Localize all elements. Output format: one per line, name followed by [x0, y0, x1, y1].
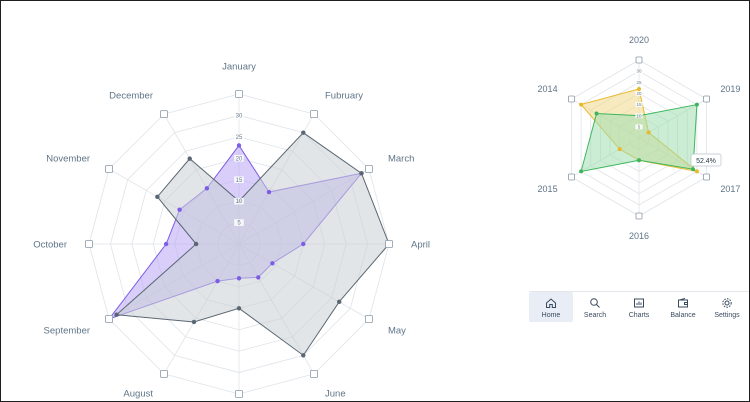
data-point — [595, 111, 599, 115]
nav-label-charts: Charts — [629, 312, 650, 319]
axis-marker — [568, 96, 574, 102]
wallet-icon — [676, 296, 690, 310]
data-point — [618, 147, 622, 151]
axis-label: 2017 — [720, 184, 740, 194]
data-point — [695, 169, 699, 173]
tick-label: 10 — [636, 113, 642, 118]
tick-label: 25 — [636, 80, 642, 85]
axis-label: 2019 — [720, 84, 740, 94]
axis-label: 2015 — [538, 184, 558, 194]
nav-item-settings[interactable]: Settings — [705, 292, 749, 322]
nav-label-balance: Balance — [670, 312, 695, 319]
data-point — [691, 167, 695, 171]
value-tooltip: 52.4% — [691, 154, 721, 166]
data-point — [637, 158, 641, 162]
radar-series-group-small — [579, 87, 699, 173]
data-point — [647, 130, 651, 134]
gear-icon — [720, 296, 734, 310]
nav-label-search: Search — [584, 312, 606, 319]
axis-marker — [568, 174, 574, 180]
tick-label: 30 — [636, 69, 642, 74]
axis-marker — [636, 57, 642, 63]
search-icon — [588, 296, 602, 310]
nav-label-home: Home — [542, 312, 561, 319]
axis-label: 2014 — [538, 84, 558, 94]
value-tooltip-text: 52.4% — [696, 158, 716, 165]
bottom-navigation: Home Search Charts Balance Settings — [529, 291, 749, 321]
data-point — [695, 103, 699, 107]
chart-icon — [632, 296, 646, 310]
tick-label: 20 — [636, 91, 642, 96]
tick-label: 15 — [636, 102, 642, 107]
axis-label: 2016 — [629, 231, 649, 241]
axis-marker — [704, 174, 710, 180]
axis-marker — [636, 213, 642, 219]
nav-item-balance[interactable]: Balance — [661, 292, 705, 322]
nav-item-charts[interactable]: Charts — [617, 292, 661, 322]
axis-marker — [704, 96, 710, 102]
data-point — [579, 169, 583, 173]
nav-item-search[interactable]: Search — [573, 292, 617, 322]
axis-label: 2020 — [629, 35, 649, 45]
data-point — [579, 103, 583, 107]
home-icon — [544, 296, 558, 310]
nav-label-settings: Settings — [714, 312, 739, 319]
nav-item-home[interactable]: Home — [529, 292, 573, 322]
